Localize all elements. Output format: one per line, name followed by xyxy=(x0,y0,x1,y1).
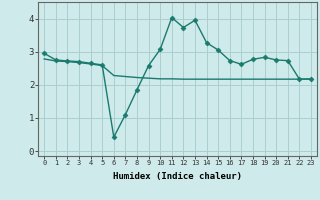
X-axis label: Humidex (Indice chaleur): Humidex (Indice chaleur) xyxy=(113,172,242,181)
